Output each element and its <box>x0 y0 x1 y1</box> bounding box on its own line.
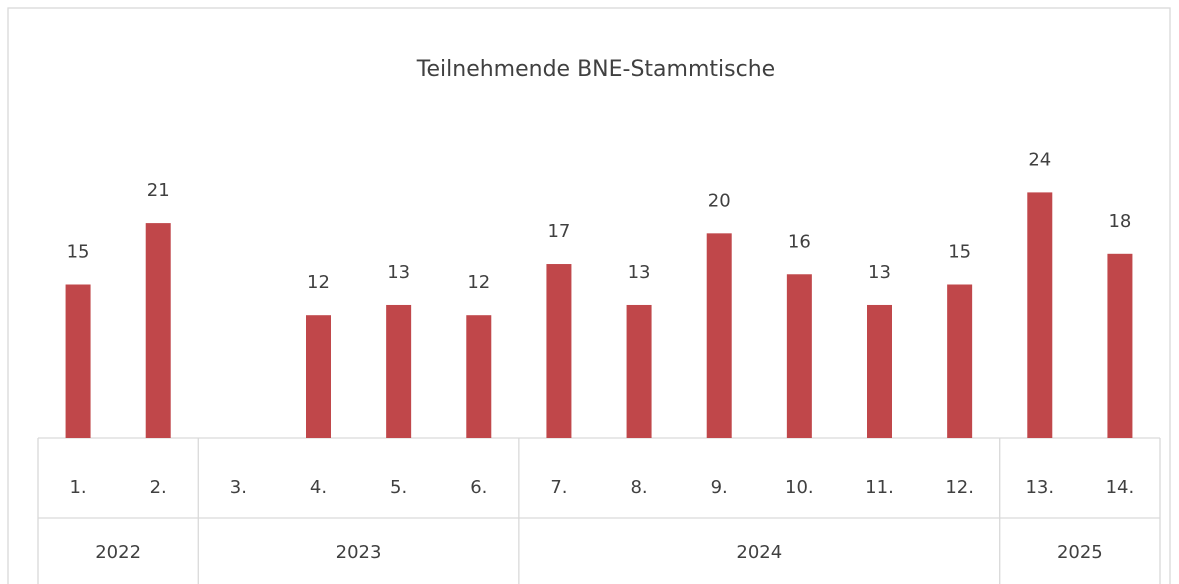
x-tick-label: 8. <box>630 477 647 498</box>
x-tick-label: 5. <box>390 477 407 498</box>
x-tick-label: 12. <box>945 477 974 498</box>
bar <box>1107 253 1133 438</box>
data-label: 24 <box>1028 149 1051 170</box>
data-label: 18 <box>1108 211 1131 232</box>
data-label: 20 <box>708 190 731 211</box>
chart-title: Teilnehmende BNE-Stammtische <box>416 57 775 82</box>
data-label: 16 <box>788 231 811 252</box>
bar <box>1027 192 1053 438</box>
data-label: 13 <box>628 262 651 283</box>
bar <box>626 304 652 438</box>
bar <box>706 233 732 438</box>
data-label: 21 <box>147 180 170 201</box>
bar <box>466 315 492 438</box>
x-tick-label: 7. <box>550 477 567 498</box>
bar <box>386 304 412 438</box>
bar <box>145 223 171 438</box>
data-label: 17 <box>547 221 570 242</box>
x-tick-label: 13. <box>1025 477 1054 498</box>
x-tick-label: 4. <box>310 477 327 498</box>
group-label: 2025 <box>1057 542 1103 563</box>
x-tick-label: 14. <box>1106 477 1135 498</box>
group-label: 2022 <box>95 542 141 563</box>
x-tick-label: 9. <box>711 477 728 498</box>
data-label: 12 <box>307 272 330 293</box>
data-label: 13 <box>868 262 891 283</box>
x-tick-label: 1. <box>69 477 86 498</box>
bar <box>65 284 91 438</box>
x-tick-label: 10. <box>785 477 814 498</box>
bar <box>786 274 812 438</box>
data-label: 15 <box>67 242 90 263</box>
x-tick-label: 2. <box>150 477 167 498</box>
x-tick-label: 11. <box>865 477 894 498</box>
data-label: 15 <box>948 242 971 263</box>
bar <box>867 304 892 438</box>
chart-frame <box>7 7 1171 584</box>
x-tick-label: 3. <box>230 477 247 498</box>
bar <box>947 284 973 438</box>
x-tick-label: 6. <box>470 477 487 498</box>
group-label: 2023 <box>336 542 382 563</box>
bar <box>546 264 572 438</box>
group-label: 2024 <box>736 542 782 563</box>
data-label: 13 <box>387 262 410 283</box>
data-label: 12 <box>467 272 490 293</box>
bar <box>306 315 331 438</box>
